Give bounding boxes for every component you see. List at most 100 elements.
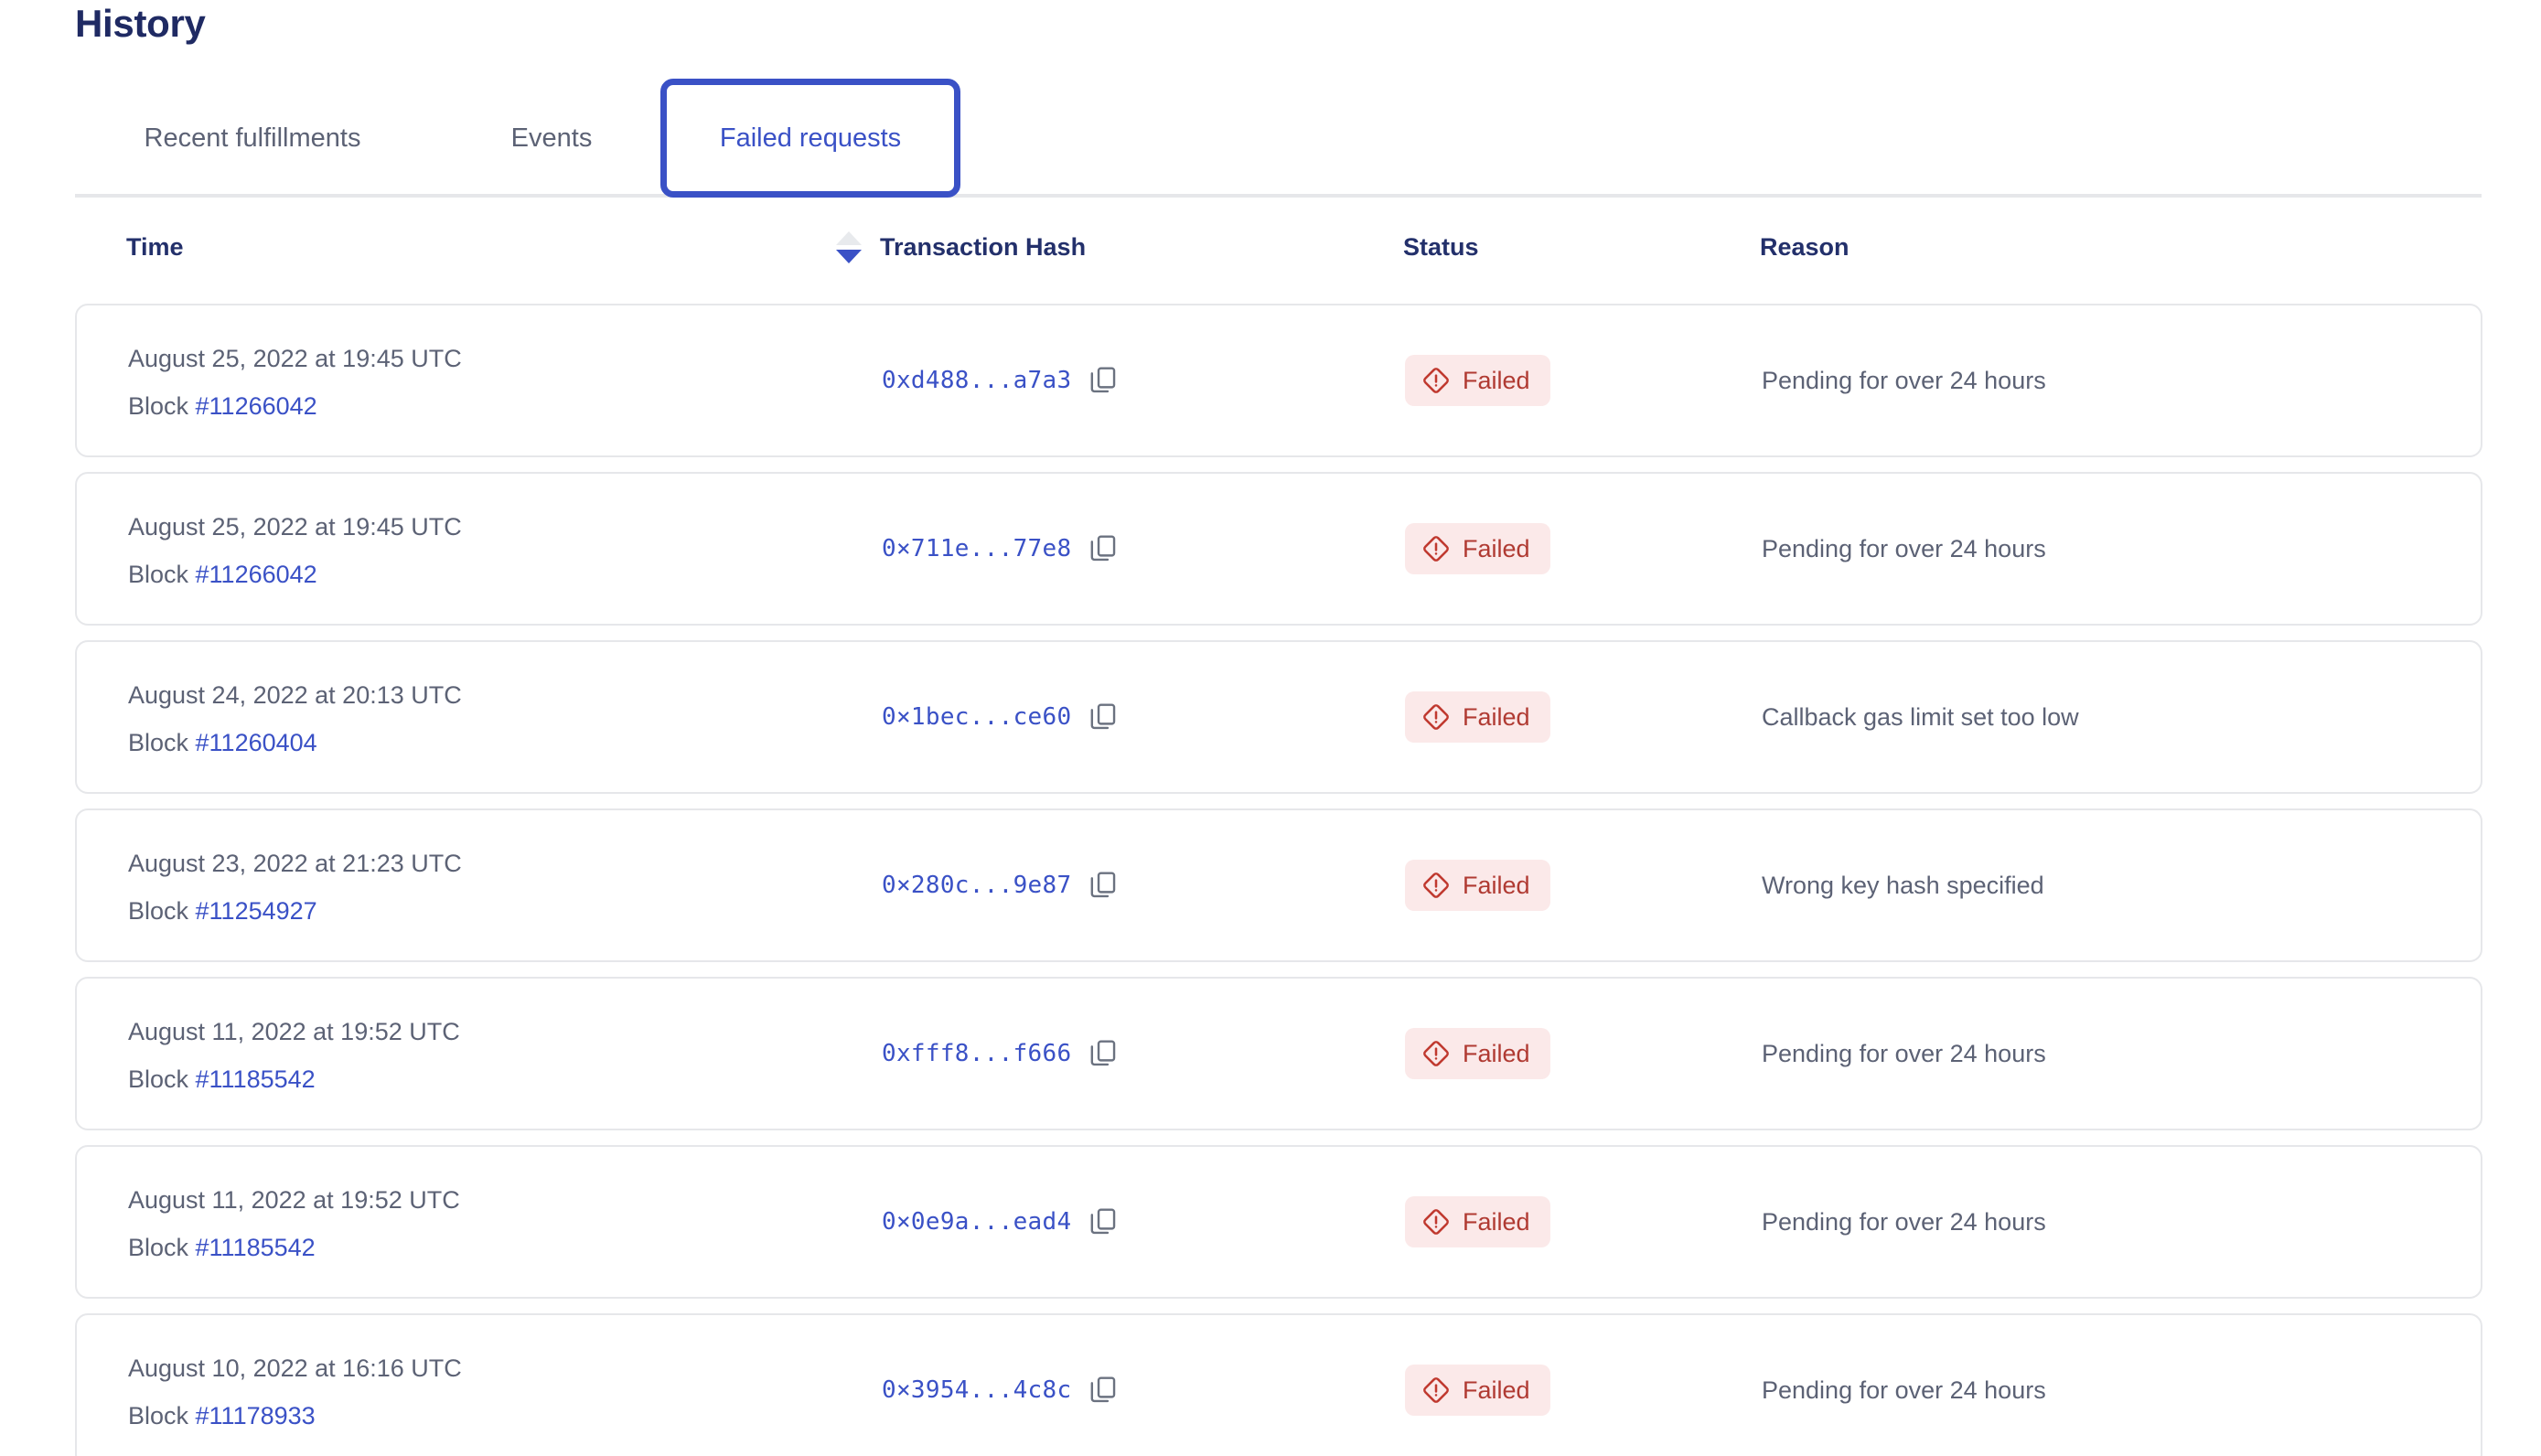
tab-label: Recent fulfillments [144,123,361,153]
page-title: History [75,2,206,45]
row-timestamp: August 25, 2022 at 19:45 UTC [128,345,462,372]
cell-transaction-hash: 0×280c...9e87 [882,810,1119,960]
cell-time: August 25, 2022 at 19:45 UTC Block #1126… [128,507,768,594]
row-timestamp: August 11, 2022 at 19:52 UTC [128,1018,460,1045]
status-label: Failed [1463,1376,1530,1404]
block-label: Block [128,729,196,756]
status-badge: Failed [1405,355,1550,406]
block-label: Block [128,1234,196,1261]
reason-text: Pending for over 24 hours [1762,1376,2046,1404]
status-badge: Failed [1405,691,1550,743]
tab-bar: Recent fulfillments Events Failed reques… [75,79,2482,198]
row-block: Block #11254927 [128,891,768,931]
column-header-reason[interactable]: Reason [1760,233,1849,261]
cell-reason: Pending for over 24 hours [1762,979,2046,1129]
row-timestamp: August 25, 2022 at 19:45 UTC [128,513,462,541]
reason-text: Wrong key hash specified [1762,872,2044,899]
row-timestamp: August 11, 2022 at 19:52 UTC [128,1186,460,1214]
reason-text: Callback gas limit set too low [1762,703,2079,731]
block-label: Block [128,561,196,588]
tab-label: Events [510,123,593,153]
alert-diamond-icon [1421,1039,1451,1068]
block-number-link[interactable]: #11266042 [195,561,317,588]
cell-status: Failed [1405,979,1550,1129]
copy-icon[interactable] [1088,1375,1119,1406]
alert-diamond-icon [1421,1376,1451,1405]
alert-diamond-icon [1421,366,1451,395]
table-row[interactable]: August 10, 2022 at 16:16 UTC Block #1117… [75,1313,2482,1456]
table-row[interactable]: August 25, 2022 at 19:45 UTC Block #1126… [75,472,2482,626]
status-badge: Failed [1405,1365,1550,1416]
status-label: Failed [1463,1040,1530,1067]
table-row[interactable]: August 11, 2022 at 19:52 UTC Block #1118… [75,977,2482,1130]
alert-diamond-icon [1421,702,1451,732]
tab-failed-requests[interactable]: Failed requests [660,79,960,198]
block-number-link[interactable]: #11185542 [195,1234,316,1261]
failed-requests-table: August 25, 2022 at 19:45 UTC Block #1126… [75,304,2482,1456]
cell-time: August 23, 2022 at 21:23 UTC Block #1125… [128,843,768,931]
table-row[interactable]: August 24, 2022 at 20:13 UTC Block #1126… [75,640,2482,794]
row-timestamp: August 24, 2022 at 20:13 UTC [128,681,462,709]
cell-reason: Pending for over 24 hours [1762,305,2046,455]
transaction-hash-link[interactable]: 0xd488...a7a3 [882,367,1072,394]
column-header-status[interactable]: Status [1403,233,1479,261]
reason-text: Pending for over 24 hours [1762,535,2046,562]
status-label: Failed [1463,872,1530,899]
alert-diamond-icon [1421,1207,1451,1237]
cell-time: August 24, 2022 at 20:13 UTC Block #1126… [128,675,768,763]
sort-toggle-time[interactable] [829,226,869,270]
block-number-link[interactable]: #11185542 [195,1065,316,1093]
copy-icon[interactable] [1088,365,1119,396]
copy-icon[interactable] [1088,701,1119,733]
block-number-link[interactable]: #11260404 [195,729,317,756]
transaction-hash-link[interactable]: 0×0e9a...ead4 [882,1208,1072,1236]
block-label: Block [128,1402,196,1429]
status-badge: Failed [1405,860,1550,911]
tab-recent-fulfillments[interactable]: Recent fulfillments [124,84,381,192]
cell-status: Failed [1405,474,1550,624]
copy-icon[interactable] [1088,1038,1119,1069]
cell-status: Failed [1405,810,1550,960]
cell-status: Failed [1405,1315,1550,1456]
caret-up-icon [836,231,862,245]
cell-status: Failed [1405,305,1550,455]
reason-text: Pending for over 24 hours [1762,1040,2046,1067]
cell-transaction-hash: 0×711e...77e8 [882,474,1119,624]
transaction-hash-link[interactable]: 0×280c...9e87 [882,872,1072,899]
cell-transaction-hash: 0×1bec...ce60 [882,642,1119,792]
table-row[interactable]: August 11, 2022 at 19:52 UTC Block #1118… [75,1145,2482,1299]
copy-icon[interactable] [1088,870,1119,901]
cell-time: August 11, 2022 at 19:52 UTC Block #1118… [128,1180,768,1268]
column-header-time[interactable]: Time [126,233,184,261]
row-block: Block #11178933 [128,1396,768,1436]
transaction-hash-link[interactable]: 0×3954...4c8c [882,1376,1072,1404]
transaction-hash-link[interactable]: 0xfff8...f666 [882,1040,1072,1067]
tab-events[interactable]: Events [492,84,611,192]
column-header-transaction-hash[interactable]: Transaction Hash [880,233,1087,261]
status-label: Failed [1463,703,1530,731]
transaction-hash-link[interactable]: 0×1bec...ce60 [882,703,1072,731]
row-timestamp: August 10, 2022 at 16:16 UTC [128,1354,462,1382]
alert-diamond-icon [1421,871,1451,900]
caret-down-icon [836,250,862,263]
copy-icon[interactable] [1088,533,1119,564]
cell-time: August 11, 2022 at 19:52 UTC Block #1118… [128,1012,768,1099]
block-label: Block [128,1065,196,1093]
row-block: Block #11266042 [128,554,768,594]
block-number-link[interactable]: #11266042 [195,392,317,420]
row-timestamp: August 23, 2022 at 21:23 UTC [128,850,462,877]
cell-reason: Pending for over 24 hours [1762,1147,2046,1297]
tab-divider [75,194,2482,198]
reason-text: Pending for over 24 hours [1762,1208,2046,1236]
row-block: Block #11185542 [128,1059,768,1099]
cell-reason: Pending for over 24 hours [1762,474,2046,624]
block-number-link[interactable]: #11254927 [195,897,317,925]
cell-transaction-hash: 0xfff8...f666 [882,979,1119,1129]
status-badge: Failed [1405,1028,1550,1079]
copy-icon[interactable] [1088,1206,1119,1237]
table-row[interactable]: August 23, 2022 at 21:23 UTC Block #1125… [75,808,2482,962]
table-row[interactable]: August 25, 2022 at 19:45 UTC Block #1126… [75,304,2482,457]
block-number-link[interactable]: #11178933 [195,1402,316,1429]
row-block: Block #11266042 [128,386,768,426]
transaction-hash-link[interactable]: 0×711e...77e8 [882,535,1072,562]
